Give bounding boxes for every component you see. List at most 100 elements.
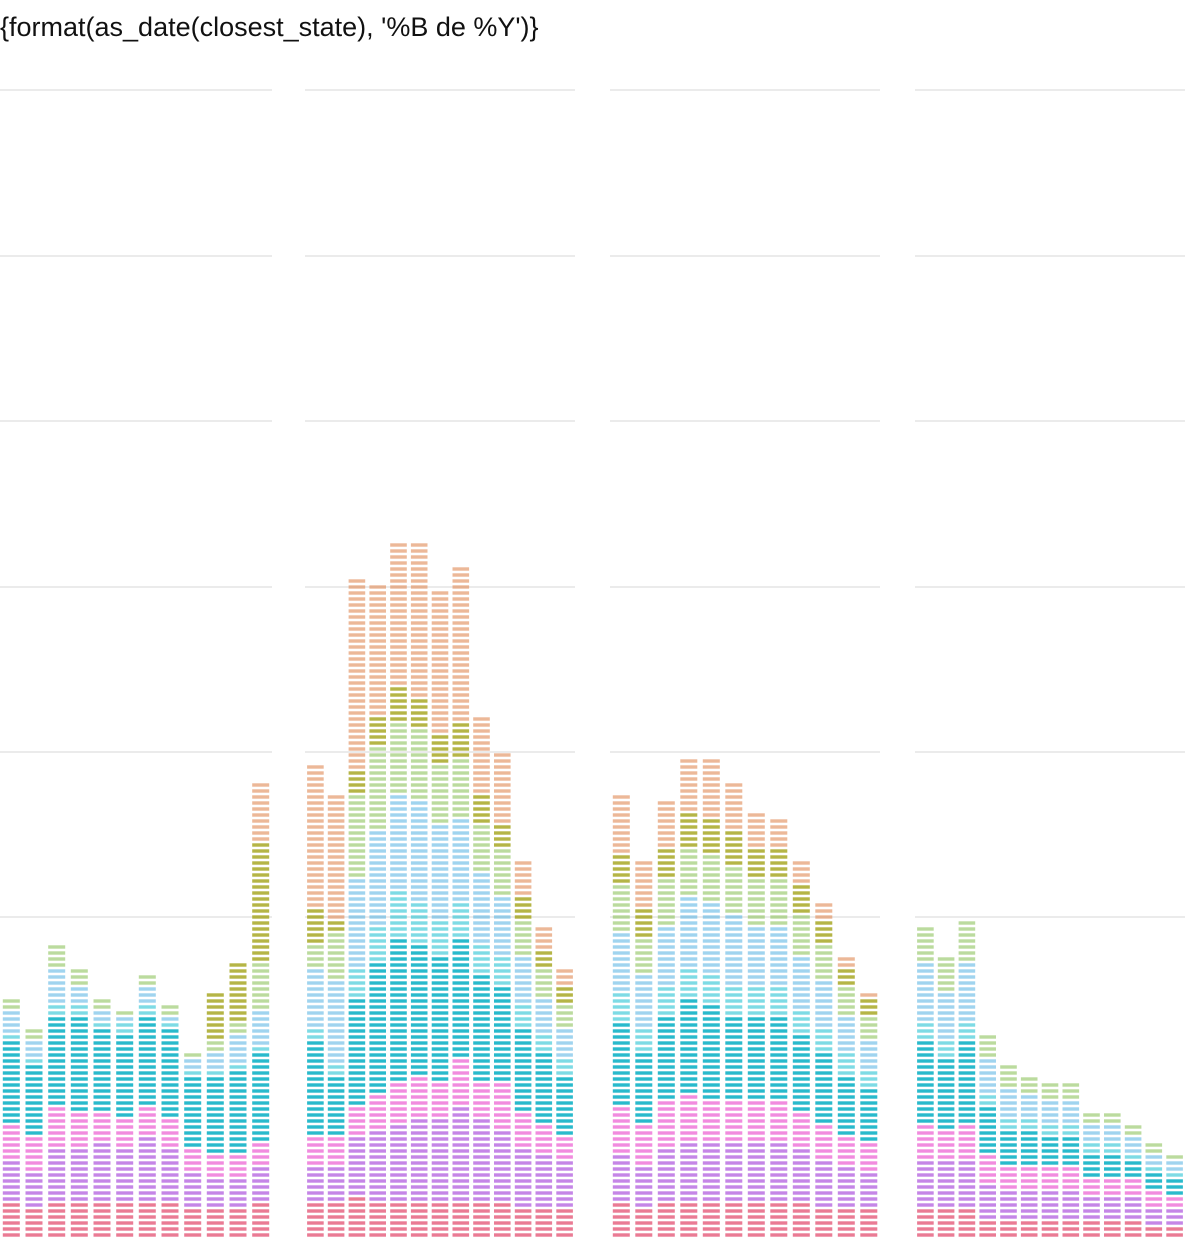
stripe-p1-c8-s5: [473, 915, 490, 919]
stripe-p1-c10-s1: [514, 1197, 532, 1201]
stripe-p0-c7-s2: [161, 1137, 179, 1141]
stripe-p2-c0-s1: [612, 1179, 630, 1183]
stripe-p3-c3-s1: [979, 1191, 996, 1195]
stripe-p3-c4-s0: [1000, 1221, 1017, 1225]
stripe-p1-c5-s3: [410, 957, 428, 961]
stripe-p2-c4-s8: [702, 765, 720, 769]
stripe-p0-c1-s1: [25, 1173, 43, 1177]
stripe-p1-c9-s8: [494, 819, 511, 823]
stripe-p3-c0-s6: [917, 933, 934, 937]
stripe-p0-c8-s5: [184, 1059, 202, 1063]
stripe-p2-c0-s4: [612, 993, 630, 997]
stripe-p1-c2-s0: [348, 1221, 366, 1225]
stripe-p1-c10-s3: [514, 1077, 532, 1081]
stripe-p0-c11-s1: [252, 1197, 270, 1201]
stripe-p1-c3-s1: [369, 1173, 386, 1177]
stripe-p1-c10-s5: [514, 957, 532, 961]
stripe-p2-c4-s7: [702, 825, 720, 829]
stripe-p1-c12-s1: [556, 1197, 573, 1201]
stripe-p1-c2-s8: [348, 615, 366, 619]
stripe-p2-c0-s0: [612, 1227, 630, 1231]
stripe-p2-c4-s2: [702, 1101, 720, 1105]
stripe-p1-c6-s3: [431, 1053, 449, 1057]
stripe-p1-c8-s3: [473, 999, 490, 1003]
stripe-p1-c2-s3: [348, 1059, 366, 1063]
stripe-p2-c1-s1: [635, 1203, 653, 1207]
stripe-p2-c9-s6: [815, 969, 833, 973]
stripe-p1-c11-s4: [535, 1047, 553, 1051]
stripe-p1-c7-s3: [452, 993, 470, 997]
stripe-p2-c10-s2: [837, 1161, 855, 1165]
stripe-p3-c11-s3: [1145, 1185, 1163, 1189]
stripe-p0-c10-s3: [229, 1113, 247, 1117]
stripe-p0-c8-s3: [184, 1095, 202, 1099]
stripe-p0-c9-s2: [206, 1161, 224, 1165]
stripe-p1-c4-s3: [390, 1053, 407, 1057]
stripe-p1-c5-s3: [410, 1035, 428, 1039]
stripe-p3-c1-s0: [937, 1233, 955, 1237]
stripe-p1-c10-s3: [514, 1029, 532, 1033]
stripe-p2-c6-s0: [747, 1209, 765, 1213]
stripe-p2-c5-s8: [725, 825, 743, 829]
stripe-p3-c7-s2: [1062, 1173, 1080, 1177]
stripe-p2-c2-s4: [657, 1005, 675, 1009]
stripe-p1-c2-s2: [348, 1131, 366, 1135]
stripe-p0-c3-s3: [70, 1107, 88, 1111]
stripe-p1-c1-s8: [327, 795, 345, 799]
stripe-p1-c0-s6: [307, 963, 324, 967]
stripe-p1-c3-s3: [369, 963, 386, 967]
stripe-p2-c11-s5: [860, 1065, 878, 1069]
stripe-p3-c2-s4: [958, 1035, 976, 1039]
stripe-p1-c0-s8: [307, 837, 324, 841]
stripe-p1-c4-s8: [390, 549, 407, 553]
stripe-p1-c0-s8: [307, 783, 324, 787]
stripe-p1-c11-s3: [535, 1101, 553, 1105]
stripe-p3-c6-s1: [1041, 1191, 1059, 1195]
stripe-p1-c3-s1: [369, 1137, 386, 1141]
stripe-p3-c1-s3: [937, 1125, 955, 1129]
stripe-p0-c2-s1: [48, 1173, 66, 1177]
stripe-p1-c10-s2: [514, 1131, 532, 1135]
stripe-p2-c7-s3: [770, 1095, 788, 1099]
stripe-p2-c0-s2: [612, 1107, 630, 1111]
stripe-p2-c1-s0: [635, 1221, 653, 1225]
stripe-p1-c7-s3: [452, 981, 470, 985]
stripe-p2-c7-s4: [770, 1011, 788, 1015]
stripe-p2-c0-s8: [612, 807, 630, 811]
stripe-p3-c0-s1: [917, 1173, 934, 1177]
stripe-p1-c7-s1: [452, 1155, 470, 1159]
stripe-p1-c6-s1: [431, 1143, 449, 1147]
stripe-p1-c6-s4: [431, 921, 449, 925]
stripe-p1-c0-s8: [307, 831, 324, 835]
stripe-p2-c1-s8: [635, 885, 653, 889]
stripe-p2-c0-s6: [612, 927, 630, 931]
stripe-p1-c9-s0: [494, 1227, 511, 1231]
stripe-p1-c4-s8: [390, 609, 407, 613]
stripe-p0-c4-s3: [93, 1083, 111, 1087]
stripe-p0-c8-s3: [184, 1143, 202, 1147]
stripe-p1-c8-s8: [473, 789, 490, 793]
stripe-p1-c3-s8: [369, 681, 386, 685]
stripe-p0-c3-s0: [70, 1227, 88, 1231]
stripe-p0-c10-s3: [229, 1077, 247, 1081]
stripe-p0-c5-s3: [116, 1053, 134, 1057]
stripe-p2-c8-s4: [792, 1011, 810, 1015]
stripe-p0-c4-s3: [93, 1107, 111, 1111]
stripe-p3-c0-s0: [917, 1227, 934, 1231]
stripe-p1-c10-s2: [514, 1125, 532, 1129]
stripe-p1-c7-s5: [452, 843, 470, 847]
stripe-p3-c6-s2: [1041, 1173, 1059, 1177]
stripe-p1-c6-s6: [431, 783, 449, 787]
stripe-p1-c11-s3: [535, 1065, 553, 1069]
stripe-p0-c11-s5: [252, 1035, 270, 1039]
stripe-p1-c4-s1: [390, 1185, 407, 1189]
stripe-p1-c6-s5: [431, 861, 449, 865]
stripe-p0-c6-s0: [138, 1227, 156, 1231]
stripe-p1-c0-s7: [307, 939, 324, 943]
stripe-p0-c4-s5: [93, 1011, 111, 1015]
stripe-p2-c0-s2: [612, 1143, 630, 1147]
stripe-p3-c5-s3: [1020, 1137, 1038, 1141]
stripe-p1-c9-s3: [494, 1017, 511, 1021]
stripe-p1-c10-s6: [514, 933, 532, 937]
stripe-p2-c2-s6: [657, 909, 675, 913]
